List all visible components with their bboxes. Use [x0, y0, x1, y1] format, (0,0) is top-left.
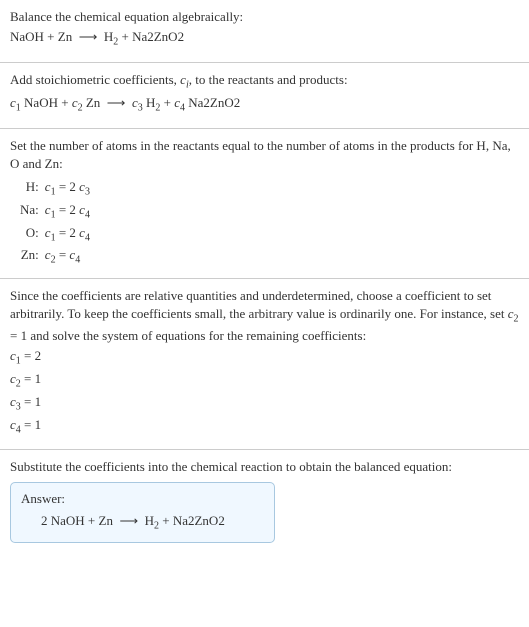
section-add-coefficients: Add stoichiometric coefficients, ci, to … [0, 63, 529, 129]
problem-statement: Balance the chemical equation algebraica… [10, 8, 519, 26]
balance-row-na: Na: c1 = 2 c4 [20, 200, 90, 223]
answer-box: Answer: 2 NaOH + Zn ⟶ H2 + Na2ZnO2 [10, 482, 275, 543]
instruction: Substitute the coefficients into the che… [10, 458, 519, 476]
balance-row-h: H: c1 = 2 c3 [20, 177, 90, 200]
balanced-equation: 2 NaOH + Zn ⟶ H2 + Na2ZnO2 [21, 513, 264, 532]
coef-c3: c3 = 1 [10, 393, 519, 414]
section-solve: Since the coefficients are relative quan… [0, 279, 529, 450]
instruction: Set the number of atoms in the reactants… [10, 137, 519, 173]
instruction: Add stoichiometric coefficients, ci, to … [10, 71, 519, 93]
arrow: ⟶ [107, 95, 126, 110]
eq-rhs-rest: + Na2ZnO2 [118, 29, 184, 44]
coef-c2: c2 = 1 [10, 370, 519, 391]
unbalanced-equation: NaOH + Zn ⟶ H2 + Na2ZnO2 [10, 28, 519, 50]
section-answer: Substitute the coefficients into the che… [0, 450, 529, 553]
eq-lhs: NaOH + Zn [10, 29, 72, 44]
coef-c4: c4 = 1 [10, 416, 519, 437]
section-atom-balance: Set the number of atoms in the reactants… [0, 129, 529, 279]
answer-label: Answer: [21, 491, 264, 507]
arrow: ⟶ [119, 513, 138, 528]
instruction: Since the coefficients are relative quan… [10, 287, 519, 345]
arrow: ⟶ [79, 29, 98, 44]
coef-c1: c1 = 2 [10, 347, 519, 368]
balance-equations: H: c1 = 2 c3 Na: c1 = 2 c4 O: c1 = 2 c4 … [20, 177, 90, 267]
balance-row-o: O: c1 = 2 c4 [20, 223, 90, 246]
balance-row-zn: Zn: c2 = c4 [20, 245, 90, 268]
coefficient-values: c1 = 2 c2 = 1 c3 = 1 c4 = 1 [10, 347, 519, 437]
section-problem: Balance the chemical equation algebraica… [0, 0, 529, 63]
coefficient-equation: c1 NaOH + c2 Zn ⟶ c3 H2 + c4 Na2ZnO2 [10, 94, 519, 116]
eq-rhs-h: H [104, 29, 113, 44]
